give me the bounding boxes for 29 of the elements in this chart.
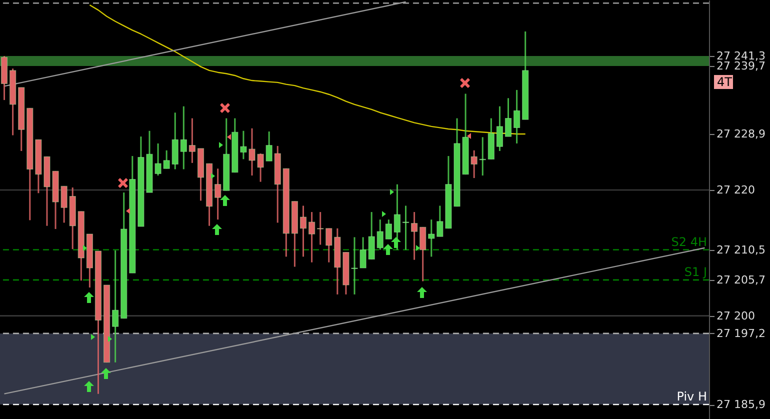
candlestick [376, 218, 384, 251]
ref-line-label: S1 J [684, 264, 707, 279]
candlestick [317, 211, 324, 246]
y-tick-label: 27 220 [716, 183, 755, 196]
ref-line-label: Piv H [676, 390, 707, 404]
candlestick [428, 218, 435, 258]
candlestick [308, 211, 316, 264]
candlestick [266, 130, 272, 162]
candlestick [470, 150, 478, 179]
candlestick [514, 89, 520, 144]
y-tick-label: 27 241,3 [716, 49, 766, 62]
candlestick [300, 204, 307, 258]
candlestick [436, 204, 444, 238]
y-tick-label: 27 228,9 [716, 128, 766, 141]
ref-line-label: S2 4H [671, 234, 707, 249]
y-tick-label: 27 205,7 [716, 273, 766, 286]
candlestick [188, 118, 196, 164]
y-tick-label: 27 197,2 [716, 326, 766, 340]
candlestick [385, 218, 392, 240]
y-tick-label: 27 239,7 [716, 60, 766, 73]
y-tick-label: 27 210,5 [716, 243, 766, 256]
candlestick [326, 228, 332, 264]
candlestick [368, 211, 375, 260]
y-tick-label: 27 200 [716, 309, 755, 322]
candlestick [504, 97, 512, 138]
y-tick-label: 27 185,9 [716, 398, 766, 412]
candlestick [180, 106, 187, 170]
candlestick [496, 106, 504, 152]
text: 4T [717, 75, 733, 89]
